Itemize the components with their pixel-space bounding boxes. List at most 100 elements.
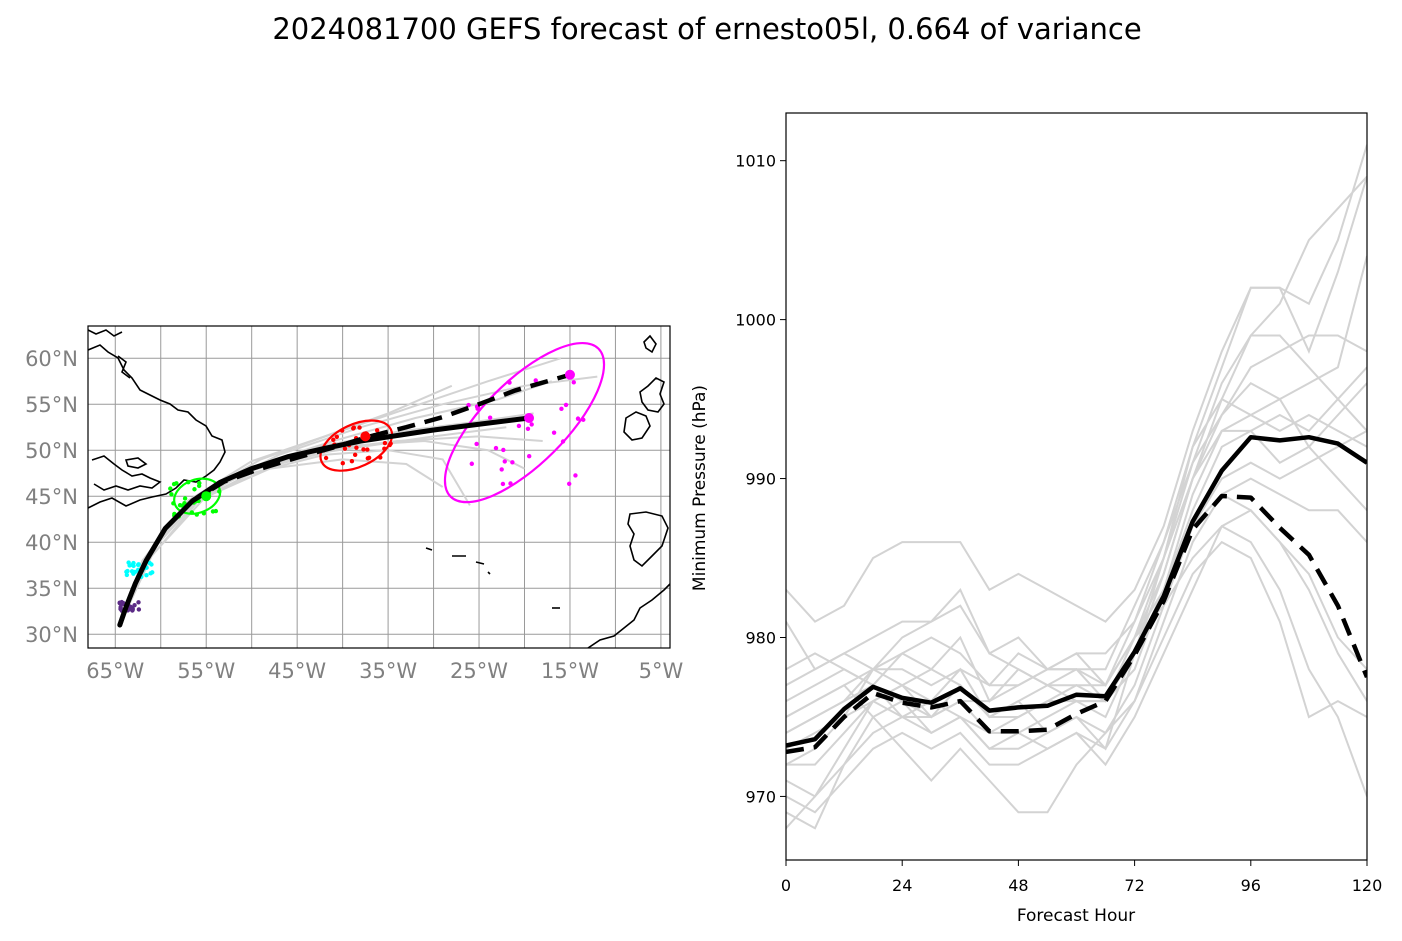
coastline-segment [639,377,665,413]
ensemble-position-point [575,416,581,421]
ensemble-position-point [168,486,173,491]
map-lon-tick-label: 45°W [268,659,326,683]
map-lat-tick-label: 30°N [25,623,78,647]
map-lon-tick-label: 55°W [177,659,235,683]
ensemble-position-point [374,428,380,433]
y-tick-label: 970 [745,787,776,806]
ensemble-position-point [351,425,357,430]
ensemble-position-point [323,455,329,461]
ensemble-position-point [566,481,572,487]
pressure-panel: 0 24 48 72 96 120 970 980 990 1000 1010 Forecast H… [690,112,1382,926]
ensemble-position-point [361,447,366,452]
x-tick-label: 48 [1008,876,1028,895]
ensemble-position-point [129,569,135,574]
ensemble-position-point [526,453,532,459]
map-lat-tick-label: 50°N [25,439,78,463]
map-lon-tick-label: 65°W [86,659,144,683]
map-gridlines [88,326,670,648]
ensemble-position-point [192,487,197,492]
ensemble-position-point [177,503,183,508]
x-tick-label: 0 [781,876,791,895]
ensemble-position-point [342,446,348,451]
y-tick-label: 1010 [735,152,776,171]
pressure-ensemble-line [786,540,1367,814]
pressure-ensemble-line [786,493,1367,830]
ensemble-position-point [331,437,336,443]
highlight-points [201,369,575,502]
ensemble-position-point [128,605,134,610]
coastline-segment [452,555,485,565]
ensemble-position-point [182,501,187,506]
x-tick-label: 120 [1352,876,1383,895]
mean-track-dashed [117,372,571,626]
ensemble-position-point [573,473,578,478]
ensemble-position-point [487,415,493,420]
map-lon-tick-label: 15°W [541,659,599,683]
map-lon-tick-label: 5°W [639,659,684,683]
ensemble-position-point [334,434,340,439]
map-lon-tick-label: 25°W [450,659,508,683]
pressure-ensemble-line [786,144,1367,623]
ensemble-position-point [124,572,130,578]
ensemble-position-point [118,606,124,612]
pressure-ensemble-line [786,334,1367,734]
map-lat-tick-label: 45°N [25,485,78,509]
pressure-frame [785,112,1368,861]
pressure-mean-solid-line [786,434,1367,748]
ensemble-position-point [197,480,202,486]
ensemble-position-point [501,447,506,453]
ensemble-position-point [525,426,531,431]
coastline-segment [91,455,162,491]
mean-track-solid [117,415,532,628]
ensemble-position-point [571,380,576,385]
ensemble-position-point [340,461,345,466]
ensemble-position-point [130,562,135,568]
pressure-ensemble-line [786,524,1367,829]
ensemble-position-point [365,447,370,452]
ensemble-position-point [510,460,515,465]
pressure-x-axis-label: Forecast Hour [1017,906,1135,926]
pressure-ticks: 0 24 48 72 96 120 970 980 990 1000 1010 [735,152,1382,895]
coastline-segment [425,547,433,551]
coastline-segment [124,457,148,469]
coastline-segment [117,355,131,379]
ensemble-position-point [210,509,216,514]
highlight-point [564,369,575,380]
ensemble-position-point [563,402,569,408]
uncertainty-ellipses [173,341,606,515]
y-tick-label: 1000 [735,311,776,330]
ensemble-position-point [149,562,154,567]
pressure-ensemble-line [786,397,1367,766]
highlight-point [524,413,535,423]
mean-tracks [117,372,571,628]
coastline-segment [88,344,226,509]
coastline-segment [88,329,123,337]
ensemble-position-point [551,430,557,435]
map-tick-labels: 65°W 55°W 45°W 35°W 25°W 15°W 5°W 30°N 35°N 40°N 4… [25,347,683,683]
ensemble-position-point [559,406,564,412]
map-lat-tick-label: 55°N [25,393,78,417]
ensemble-position-point [357,425,362,430]
ensemble-position-point [493,445,499,451]
x-tick-label: 72 [1124,876,1144,895]
ensemble-position-point [182,496,188,501]
ensemble-position-point [117,600,122,605]
ensemble-position-point [174,481,179,486]
map-lat-tick-label: 40°N [25,531,78,555]
coastline-segment [487,571,491,575]
pressure-ensemble-members [786,144,1367,830]
ensemble-position-point [529,422,534,427]
track-map-panel: 65°W 55°W 45°W 35°W 25°W 15°W 5°W 30°N 35°N 40°N 4… [25,325,683,683]
highlight-point [201,491,212,502]
x-tick-label: 96 [1241,876,1261,895]
ensemble-position-point [136,562,141,567]
y-tick-label: 990 [745,470,776,489]
ensemble-position-point [354,445,359,450]
ensemble-position-point [352,452,358,457]
ensemble-position-point [500,481,506,487]
ensemble-position-point [469,461,475,466]
pressure-main-series [786,434,1367,755]
ensemble-position-point [502,459,507,464]
map-lat-tick-label: 60°N [25,347,78,371]
